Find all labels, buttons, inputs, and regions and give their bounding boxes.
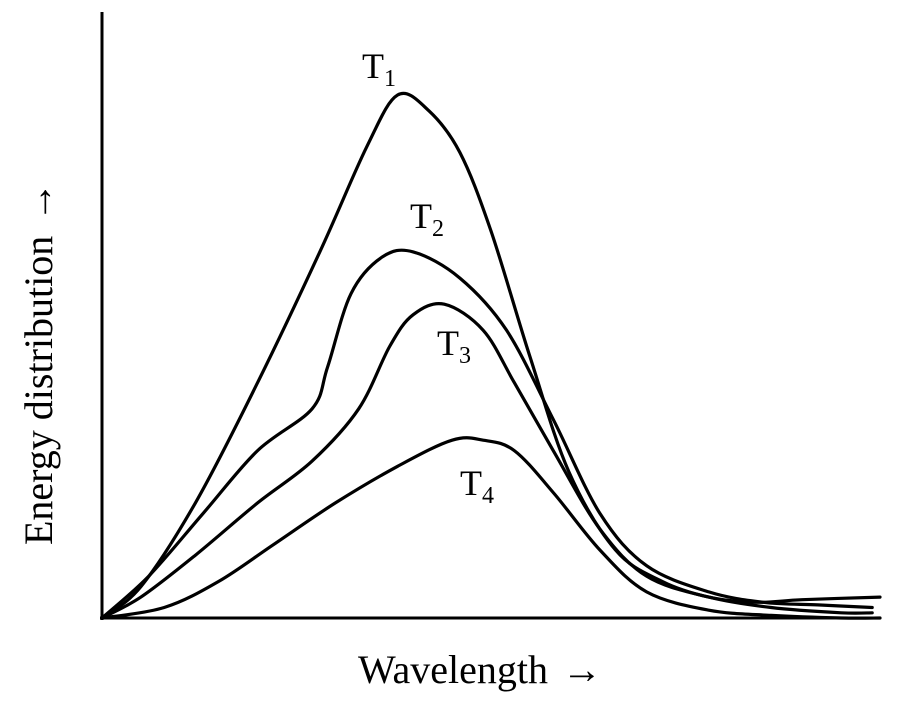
series-line-t2 — [100, 248, 874, 620]
series-line-t1 — [100, 91, 882, 620]
series-label-t2: T2 — [410, 196, 444, 242]
series-label-t3: T3 — [437, 323, 471, 369]
y-axis-title: Energy distribution→ — [16, 182, 61, 545]
series-curves — [100, 91, 882, 620]
y-axis-arrow: → — [16, 182, 61, 222]
series-line-t4 — [100, 436, 882, 620]
series-label-t1: T1 — [362, 46, 396, 92]
series-label-t4: T4 — [460, 463, 494, 509]
x-axis-arrow: → — [562, 647, 602, 692]
series-line-t3 — [100, 302, 874, 620]
x-axis-title: Wavelength → — [358, 647, 602, 692]
